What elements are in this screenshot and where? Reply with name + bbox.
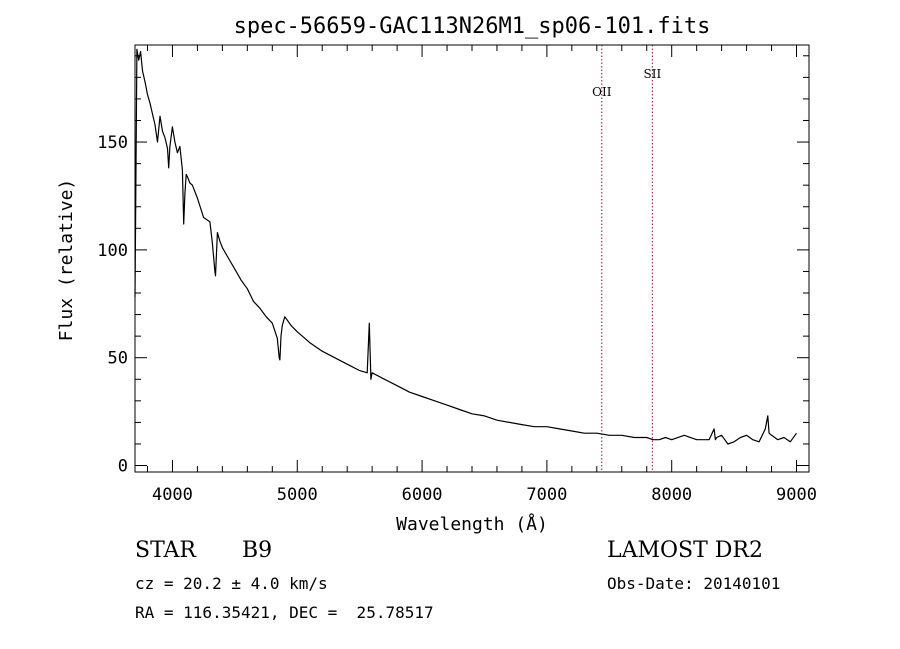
observation-date: Obs-Date: 20140101	[607, 574, 781, 593]
x-tick-label: 8000	[651, 485, 692, 505]
x-tick-label: 9000	[776, 485, 817, 505]
y-tick-label: 0	[118, 457, 128, 477]
coordinates: RA = 116.35421, DEC = 25.78517	[135, 603, 434, 622]
emission-line-markers: OII SII	[592, 45, 661, 472]
line-marker-label: OII	[592, 85, 612, 99]
x-tick-label: 7000	[526, 485, 567, 505]
x-axis-label: Wavelength (Å)	[396, 513, 548, 535]
y-tick-label: 150	[97, 133, 128, 153]
x-tick-label: 4000	[152, 485, 193, 505]
spectral-subclass: B9	[242, 538, 273, 563]
y-axis-label: Flux (relative)	[56, 179, 77, 342]
object-type: STAR	[135, 538, 196, 563]
redshift-cz: cz = 20.2 ± 4.0 km/s	[135, 574, 328, 593]
survey-name: LAMOST DR2	[607, 538, 763, 563]
plot-frame	[134, 44, 810, 473]
x-tick-label: 6000	[402, 485, 443, 505]
line-marker-label: SII	[644, 67, 662, 81]
chart-title: spec-56659-GAC113N26M1_sp06-101.fits	[234, 14, 711, 39]
y-tick-label: 100	[97, 241, 128, 261]
y-tick-label: 50	[108, 349, 128, 369]
spectrum-line	[134, 48, 797, 445]
plot-area: 4000 5000 6000 7000 8000 9000 0 50 100 150	[97, 44, 817, 505]
spectrum-series	[134, 48, 797, 445]
x-tick-label: 5000	[277, 485, 318, 505]
